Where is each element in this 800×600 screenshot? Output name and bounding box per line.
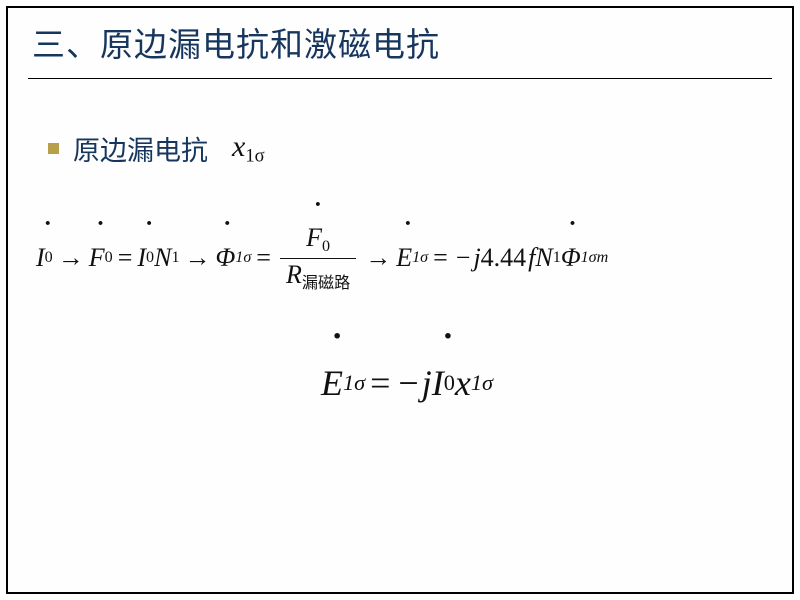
minus-icon: − [395,362,421,404]
eq2-j: j [422,362,432,404]
frac-denominator: R漏磁路 [280,261,356,293]
bullet-row: 原边漏电抗 x1σ [48,129,766,168]
eq1-E: E [396,243,412,273]
arrow-icon: → [180,243,216,273]
eq1-const: 4.44 [481,243,527,273]
content-area: 原边漏电抗 x1σ I0 → F0 = I0N1 → Φ1σ = F0 R漏磁路 [8,79,792,404]
bullet-symbol: x1σ [232,130,265,168]
equals-icon: = [251,243,276,273]
eq1-fraction: F0 R漏磁路 [280,224,356,292]
equation-chain: I0 → F0 = I0N1 → Φ1σ = F0 R漏磁路 → E1σ = −… [36,224,766,292]
equals-icon: = [365,362,395,404]
arrow-icon: → [360,243,396,273]
minus-icon: − [453,243,474,273]
frac-bar [280,258,356,259]
eq1-N1: N [154,243,171,273]
bullet-label: 原边漏电抗 [73,129,208,168]
sym-var: x [232,130,245,163]
eq1-N1b: N [535,243,552,273]
slide-title: 三、原边漏电抗和激磁电抗 [32,18,768,66]
bullet-marker [48,143,59,154]
eq2-I0: I [432,362,444,404]
slide-frame: 三、原边漏电抗和激磁电抗 原边漏电抗 x1σ I0 → F0 = I0N1 → … [6,6,794,594]
eq1-I0: I [36,243,45,273]
frac-numerator: F0 [300,224,336,256]
equals-icon: = [428,243,453,273]
eq1-j: j [473,243,480,273]
arrow-icon: → [53,243,89,273]
eq1-Phim: Φ [561,243,581,273]
sym-sub: 1σ [245,145,264,166]
eq2-x: x [455,362,471,404]
eq1-Phi: Φ [216,243,236,273]
title-block: 三、原边漏电抗和激磁电抗 [8,8,792,70]
eq2-E: E [321,362,343,404]
equation-result: E1σ = − jI0x1σ [48,362,766,404]
eq1-I0-b: I [137,243,146,273]
equals-icon: = [113,243,138,273]
eq1-F0-a: F [89,243,105,273]
